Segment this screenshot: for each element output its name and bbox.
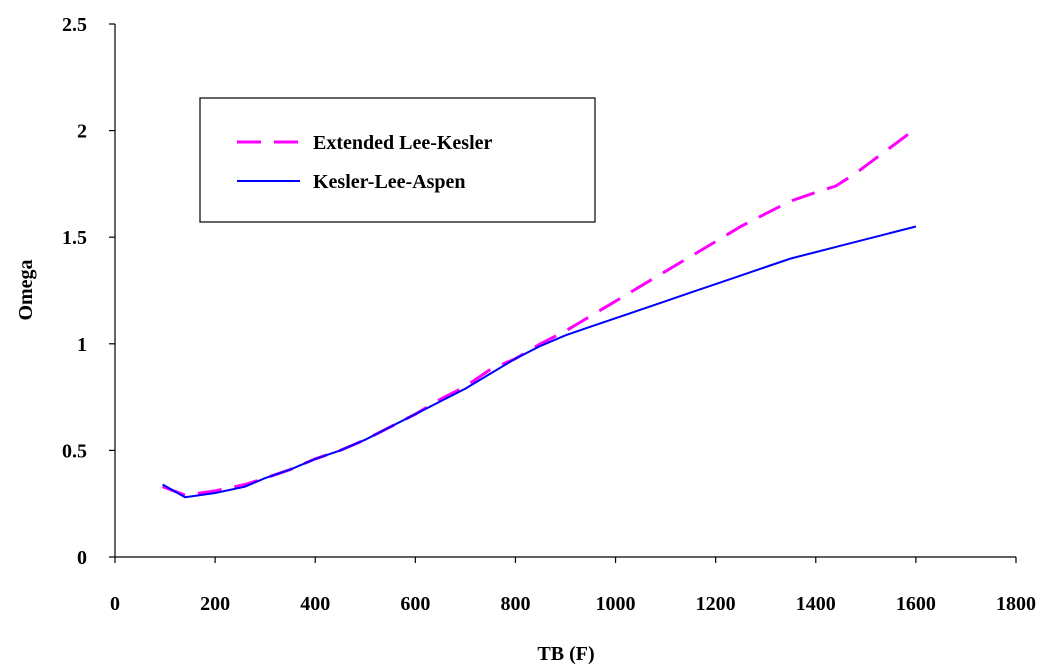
x-tick-label: 1400 [796, 593, 836, 615]
x-tick-label: 1000 [596, 593, 636, 615]
x-tick-label: 1600 [896, 593, 936, 615]
x-axis-label: TB (F) [537, 643, 594, 665]
x-tick-label: 200 [200, 593, 230, 615]
y-tick-label: 0.5 [62, 440, 87, 462]
series-line-extended-lee-kesler [162, 127, 917, 497]
y-tick-label: 1 [77, 334, 87, 356]
y-tick-label: 1.5 [62, 227, 87, 249]
x-tick-label: 400 [300, 593, 330, 615]
y-axis-ticks: 0 0.5 1 1.5 2 2.5 [62, 14, 115, 569]
series-layer [162, 127, 917, 499]
x-tick-label: 600 [400, 593, 430, 615]
x-tick-label: 800 [500, 593, 530, 615]
series-line-kesler-lee-aspen [162, 225, 917, 499]
legend-label-extended-lee-kesler: Extended Lee-Kesler [313, 132, 493, 154]
axes [114, 24, 1016, 558]
legend-label-kesler-lee-aspen: Kesler-Lee-Aspen [313, 171, 466, 193]
y-tick-label: 2.5 [62, 14, 87, 36]
x-tick-label: 0 [110, 593, 120, 615]
y-tick-label: 2 [77, 121, 87, 143]
x-tick-label: 1800 [996, 593, 1036, 615]
x-tick-label: 1200 [696, 593, 736, 615]
y-tick-label: 0 [77, 547, 87, 569]
legend-box [199, 97, 596, 223]
x-axis-ticks: 0 200 400 600 800 1000 1200 1400 1600 1800 [110, 557, 1036, 615]
legend: Extended Lee-Kesler Kesler-Lee-Aspen [199, 97, 596, 223]
y-axis-label: Omega [15, 259, 37, 320]
